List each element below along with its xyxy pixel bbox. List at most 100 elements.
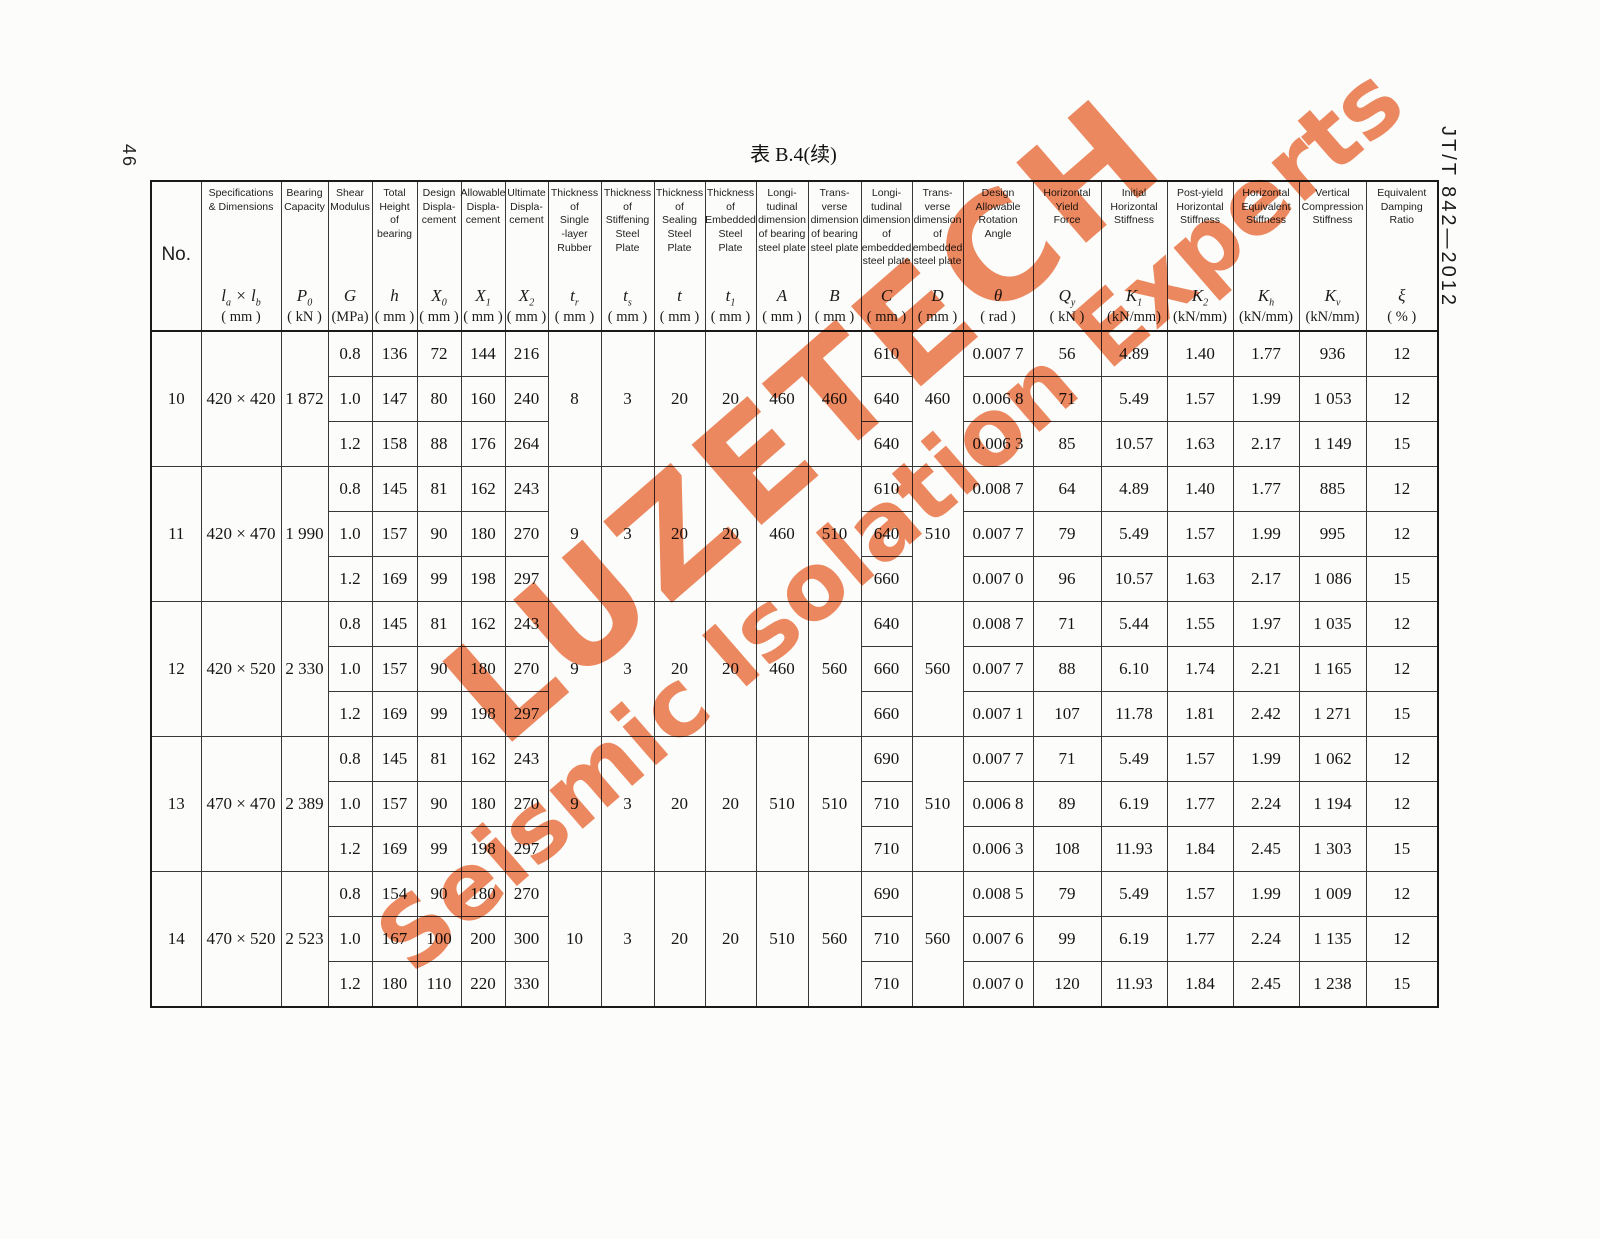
cell-xi: 15 [1365,826,1439,872]
cell-t1: 20 [704,871,757,1008]
cell-t1: 20 [704,466,757,602]
cell-t: 20 [653,330,706,467]
col-header-name-G: Shear Modulus [330,187,370,213]
col-header-symbol-kh: Kh [1257,285,1275,308]
cell-xi: 12 [1365,376,1439,422]
cell-k2: 1.84 [1166,961,1234,1008]
cell-h: 157 [371,511,418,557]
cell-xi: 12 [1365,330,1439,377]
cell-C: 690 [860,736,913,782]
col-header-kv: Vertical Compression Stiffness Kv (kN/mm) [1298,180,1367,332]
cell-tr: 8 [547,330,602,467]
cell-no: 13 [150,736,202,872]
cell-C: 640 [860,601,913,647]
col-header-name-xi: Equivalent Damping Ratio [1377,187,1427,227]
col-header-name-p0: Bearing Capacity [284,187,325,213]
cell-kv: 1 165 [1298,646,1367,692]
col-header-symbol-G: G [343,285,357,305]
cell-x1: 180 [460,781,506,827]
cell-x1: 220 [460,961,506,1008]
col-header-name-B: Trans- verse dimension of bearing steel … [810,187,859,254]
col-header-unit-D: ( mm ) [917,308,958,325]
col-header-symbol-B: B [829,285,840,305]
col-header-q: Horizontal Yield Force Qy( kN ) [1032,180,1102,332]
col-header-symbol-k1: K1 [1125,285,1143,308]
table-row: 1.0 157 90 180 270 640 0.007 7 79 5.49 1.57 1.99 99… [151,511,1439,557]
cell-q: 107 [1032,691,1102,737]
cell-k2: 1.77 [1166,916,1234,962]
cell-kv: 1 135 [1298,916,1367,962]
cell-spec: 420 × 520 [200,601,282,737]
cell-kv: 1 009 [1298,871,1367,917]
cell-theta: 0.007 6 [962,916,1034,962]
cell-k1: 11.93 [1100,961,1168,1008]
cell-A: 460 [755,601,809,737]
cell-xi: 15 [1365,961,1439,1008]
col-header-no: No. [150,180,202,332]
cell-x2: 243 [504,466,549,512]
cell-q: 120 [1032,961,1102,1008]
cell-xi: 15 [1365,691,1439,737]
cell-C: 640 [860,511,913,557]
table-row: 1.0 147 80 160 240 640 0.006 8 71 5.49 1.57 1.99 1 … [151,376,1439,422]
col-header-symbol-h: h [390,285,399,305]
cell-q: 71 [1032,736,1102,782]
cell-h: 147 [371,376,418,422]
cell-x1: 198 [460,556,506,602]
cell-theta: 0.008 7 [962,466,1034,512]
table-row: 10 420 × 420 1 872 0.8 136 72 144 216 8 3 20 20 460 4… [150,330,1439,467]
cell-D: 560 [911,601,964,737]
cell-kh: 1.99 [1232,736,1300,782]
cell-x2: 270 [504,871,549,917]
col-header-name-h: Total Height of bearing [376,187,413,240]
col-header-unit-xi: ( % ) [1387,308,1417,325]
cell-x2: 264 [504,421,549,467]
col-header-B: Trans- verse dimension of bearing steel … [807,180,862,332]
col-header-symbol-x2: X2 [518,285,535,308]
cell-A: 460 [755,466,809,602]
col-header-name-no: No. [161,244,192,266]
col-header-ts: Thickness of Stiffening Steel Plate ts( m… [600,180,655,332]
cell-k1: 6.19 [1100,916,1168,962]
cell-p0: 1 990 [280,466,329,602]
cell-x1: 162 [460,601,506,647]
cell-kh: 2.24 [1232,781,1300,827]
col-header-name-t1: Thickness of Embedded Steel Plate [705,187,756,254]
cell-k1: 4.89 [1100,466,1168,512]
cell-C: 710 [860,781,913,827]
cell-x2: 297 [504,691,549,737]
cell-kh: 1.99 [1232,511,1300,557]
col-header-name-theta: Design Allowable Rotation Angle [975,187,1021,240]
cell-G: 0.8 [327,466,373,512]
cell-q: 71 [1032,376,1102,422]
cell-theta: 0.006 8 [962,376,1034,422]
cell-B: 460 [807,330,862,467]
cell-kv: 936 [1298,330,1367,377]
cell-C: 640 [860,421,913,467]
cell-G: 0.8 [327,736,373,782]
cell-q: 56 [1032,330,1102,377]
cell-x2: 243 [504,736,549,782]
col-header-symbol-D: D [931,285,944,305]
table-row: 1.0 167 100 200 300 710 0.007 6 99 6.19 1.77 2.24 1… [151,916,1439,962]
col-header-unit-k1: (kN/mm) [1107,308,1161,325]
cell-xi: 12 [1365,871,1439,917]
cell-ts: 3 [600,466,655,602]
col-header-symbol-C: C [880,285,893,305]
cell-kv: 995 [1298,511,1367,557]
col-header-symbol-k2: K2 [1191,285,1209,308]
col-header-symbol-p0: P0 [296,285,313,308]
cell-x1: 198 [460,826,506,872]
cell-C: 660 [860,691,913,737]
cell-k1: 6.10 [1100,646,1168,692]
col-header-name-k2: Post-yield Horizontal Stiffness [1176,187,1224,227]
col-header-name-x1: Allowable Displa- cement [460,187,506,227]
col-header-x0: Design Displa- cement X0( mm ) [416,180,462,332]
cell-kh: 1.77 [1232,466,1300,512]
cell-A: 510 [755,871,809,1008]
table-row: 14 470 × 520 2 523 0.8 154 90 180 270 10 3 20 20 510… [150,871,1439,1008]
cell-G: 1.0 [327,646,373,692]
cell-theta: 0.007 7 [962,511,1034,557]
cell-B: 510 [807,466,862,602]
cell-q: 79 [1032,511,1102,557]
